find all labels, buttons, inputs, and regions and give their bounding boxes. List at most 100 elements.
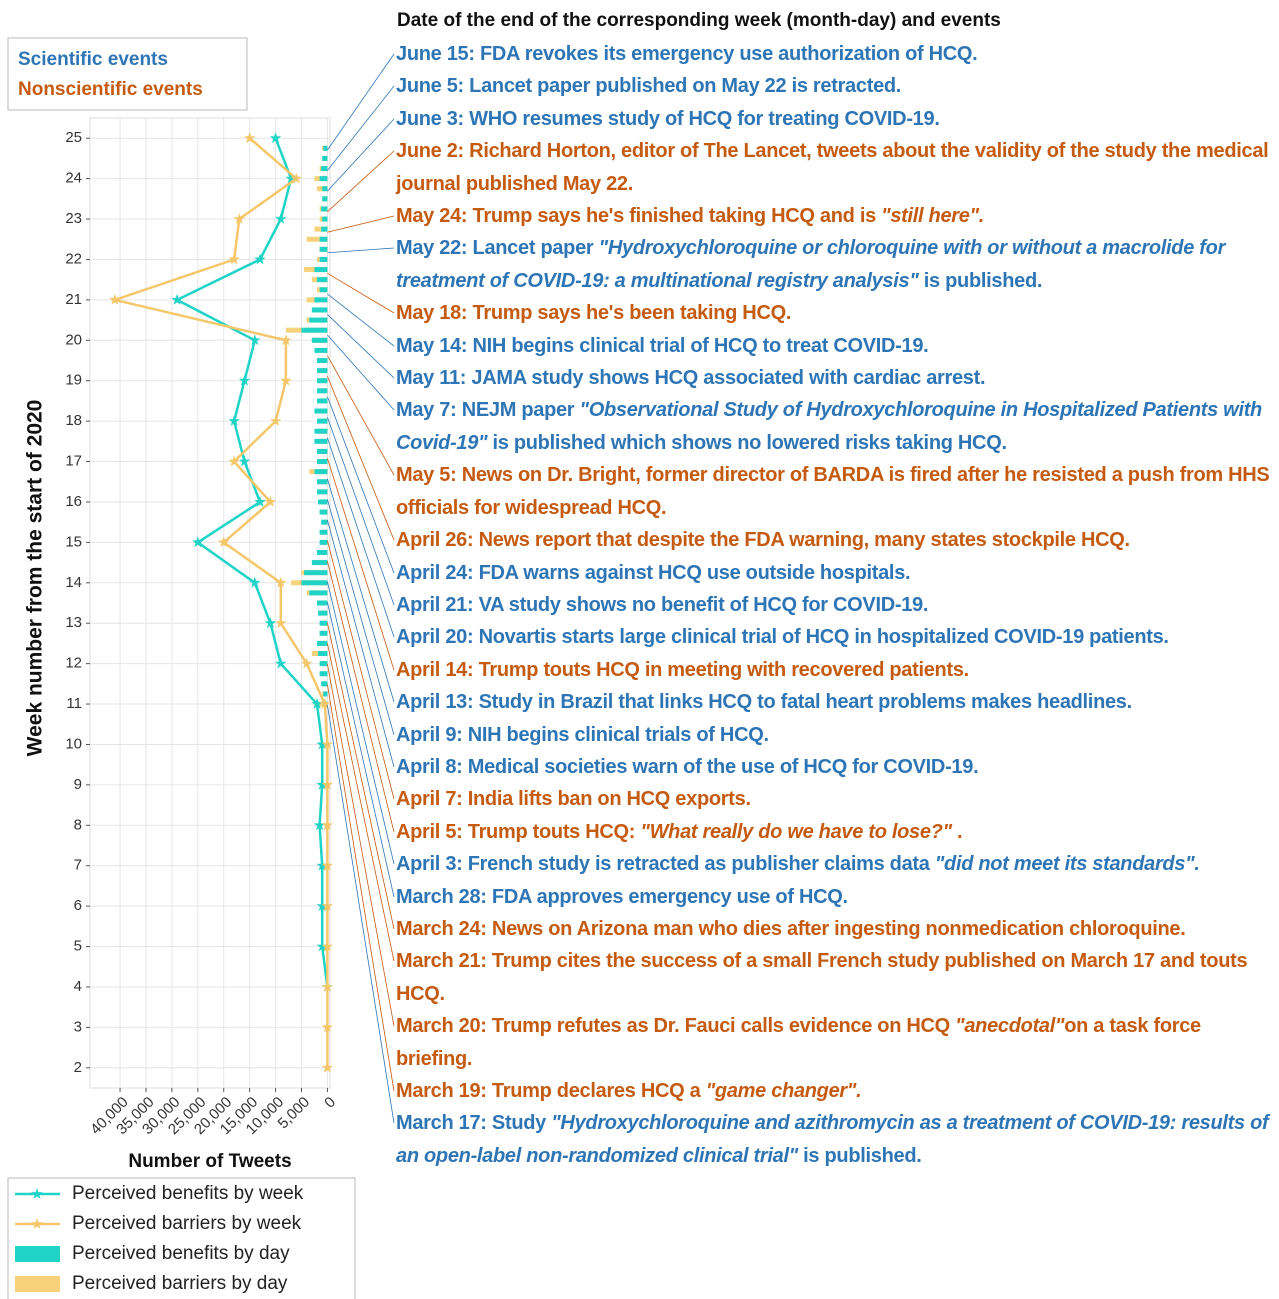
daily-bar: [314, 428, 328, 434]
y-tick-label: 24: [65, 170, 82, 187]
event-text: is published.: [797, 1144, 922, 1167]
week-line: [174, 137, 329, 988]
daily-bar: [318, 610, 328, 616]
event: May 24: Trump says he's finished taking …: [396, 200, 1276, 232]
event: March 28: FDA approves emergency use of …: [396, 881, 1276, 913]
week-marker: [228, 455, 240, 467]
y-tick-label: 13: [65, 614, 82, 631]
event-title-text: "did not meet its standards".: [934, 853, 1200, 876]
week-marker: [285, 172, 297, 184]
daily-bar: [314, 226, 328, 232]
y-tick-label: 3: [74, 1018, 82, 1035]
daily-bar: [314, 267, 328, 273]
week-marker: [249, 334, 261, 346]
event-text: May 24: Trump says he's finished taking …: [396, 205, 882, 228]
event-text: March 17: Study: [396, 1112, 552, 1135]
legend-swatch: [15, 1246, 60, 1262]
legend-label: Perceived benefits by week: [72, 1183, 304, 1204]
event-legend-label: Nonscientific events: [18, 79, 203, 100]
event: June 5: Lancet paper published on May 22…: [396, 70, 1276, 102]
daily-bar: [321, 166, 328, 172]
event-text: is published.: [918, 269, 1043, 292]
event-text: May 7: NEJM paper: [396, 399, 580, 422]
week-marker: [316, 900, 328, 911]
daily-bar: [311, 560, 328, 566]
y-tick-label: 23: [65, 210, 82, 227]
daily-bar: [317, 388, 328, 394]
daily-bar: [317, 459, 328, 465]
week-marker: [321, 1061, 334, 1073]
event: March 24: News on Arizona man who dies a…: [396, 913, 1276, 945]
event-title-text: "What really do we have to lose?": [640, 820, 952, 843]
week-marker: [171, 293, 183, 305]
event: May 7: NEJM paper "Observational Study o…: [396, 394, 1276, 459]
daily-bar: [319, 176, 328, 182]
legend-swatch: [15, 1276, 60, 1292]
week-marker: [264, 496, 277, 507]
daily-bar: [317, 600, 328, 606]
week-marker: [321, 819, 334, 831]
connector: [327, 684, 395, 1092]
week-marker: [269, 415, 282, 426]
event-text: April 26: News report that despite the F…: [396, 529, 1130, 552]
daily-bar: [319, 620, 328, 626]
daily-bar: [317, 489, 328, 495]
event-text: on a task force briefing.: [396, 1015, 1201, 1070]
connector: [327, 417, 395, 606]
y-tick-label: 19: [65, 372, 82, 389]
event: April 24: FDA warns against HCQ use outs…: [396, 557, 1276, 589]
week-line: [110, 137, 329, 1068]
connector: [327, 478, 395, 703]
daily-bar: [314, 408, 328, 414]
event-text: March 28: FDA approves emergency use of …: [396, 885, 848, 908]
y-tick-label: 25: [65, 129, 82, 146]
y-tick-label: 14: [65, 574, 82, 591]
daily-bar: [322, 186, 328, 192]
event-text: June 5: Lancet paper published on May 22…: [396, 75, 902, 98]
event: March 17: Study "Hydroxychloroquine and …: [396, 1107, 1276, 1172]
event-title-text: "Observational Study of Hydroxychloroqui…: [396, 399, 1262, 454]
y-tick-label: 5: [74, 938, 82, 955]
week-marker: [280, 334, 292, 346]
event-text: June 2: Richard Horton, editor of The La…: [396, 140, 1269, 195]
event-text: April 7: India lifts ban on HCQ exports.: [396, 788, 751, 811]
daily-bar: [319, 256, 328, 262]
week-marker: [301, 657, 313, 669]
event-text: April 24: FDA warns against HCQ use outs…: [396, 561, 911, 584]
y-tick-label: 7: [74, 857, 82, 874]
week-marker: [264, 617, 277, 629]
legend-label: Perceived barriers by week: [72, 1213, 302, 1234]
event: March 21: Trump cites the success of a s…: [396, 945, 1276, 1010]
y-axis-title: Week number from the start of 2020: [24, 400, 47, 757]
y-tick-label: 12: [65, 655, 82, 672]
week-marker: [249, 576, 261, 588]
daily-bar: [317, 277, 328, 283]
week-marker: [316, 859, 328, 871]
connector: [327, 704, 395, 1124]
connector: [327, 334, 395, 411]
connector: [327, 355, 395, 476]
event-text: March 21: Trump cites the success of a s…: [396, 950, 1248, 1005]
event: June 3: WHO resumes study of HCQ for tre…: [396, 103, 1276, 135]
connector: [327, 375, 395, 541]
event-title-text: "still here".: [881, 205, 985, 228]
daily-bar: [314, 297, 328, 303]
week-marker: [321, 859, 334, 871]
daily-bar: [323, 691, 328, 697]
y-tick-label: 8: [74, 816, 82, 833]
daily-bar: [306, 236, 328, 242]
daily-bar: [319, 661, 328, 667]
week-marker: [192, 536, 204, 548]
event-title-text: "game changer".: [705, 1080, 862, 1102]
y-tick-label: 20: [65, 331, 82, 348]
connector: [327, 437, 395, 638]
week-marker: [218, 536, 230, 548]
week-marker: [109, 293, 121, 305]
event-text: April 21: VA study shows no benefit of H…: [396, 593, 929, 616]
event-text: May 14: NIH begins clinical trial of HCQ…: [396, 334, 929, 357]
week-marker: [275, 213, 287, 224]
week-marker: [321, 738, 334, 750]
event-text: June 15: FDA revokes its emergency use a…: [396, 43, 978, 65]
connector: [327, 247, 395, 254]
